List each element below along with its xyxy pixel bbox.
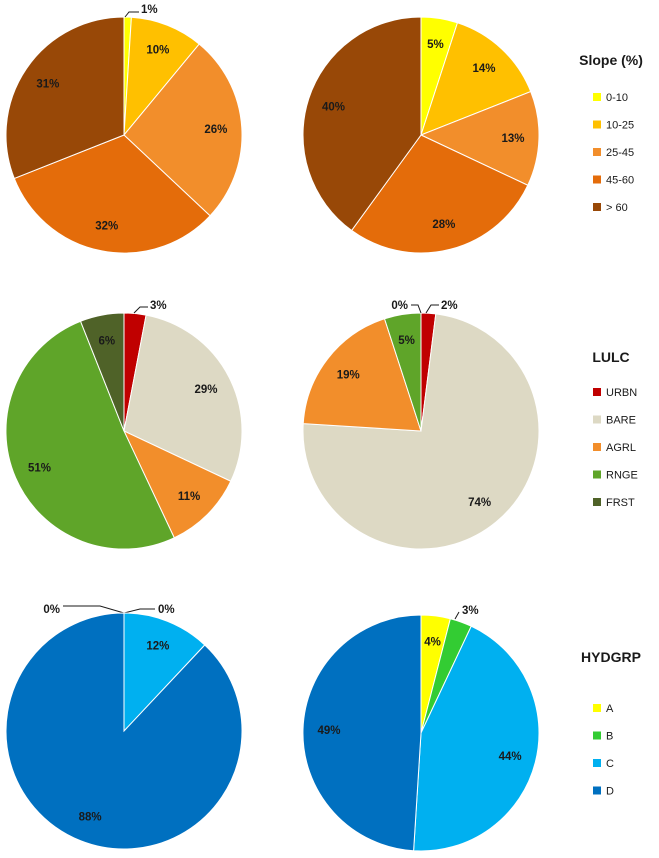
legend-swatch xyxy=(593,759,601,767)
data-label: 1% xyxy=(141,4,158,16)
legend-label: URBN xyxy=(606,387,637,399)
data-label: 26% xyxy=(204,124,227,136)
leader-line xyxy=(425,304,439,314)
pie-3: 3% 29% 11% 51% 6% xyxy=(5,300,243,550)
legend-label: 45-60 xyxy=(606,175,634,187)
legend-label: C xyxy=(606,758,614,770)
pie-4: 2% 74% 19% 5% 0% xyxy=(302,300,540,550)
data-label: 29% xyxy=(194,384,217,396)
data-label: 5% xyxy=(398,335,415,347)
pie-slice-c xyxy=(123,612,206,733)
pie-slice-2545 xyxy=(123,43,243,217)
legend-swatch xyxy=(593,203,601,211)
pie-slice-rnge xyxy=(5,320,175,550)
legend-swatch xyxy=(593,704,601,712)
data-label: 44% xyxy=(499,751,522,763)
pie-1: 1% 10% 26% 32% 31% xyxy=(5,4,243,254)
legend-label: D xyxy=(606,786,614,798)
data-label: 10% xyxy=(146,44,169,56)
data-label: 74% xyxy=(468,497,491,509)
data-label: 13% xyxy=(501,133,524,145)
pie-slice-60 xyxy=(5,16,125,180)
data-label: 4% xyxy=(424,637,441,649)
data-label: 12% xyxy=(146,640,169,652)
legend-label: 0-10 xyxy=(606,92,628,104)
pie-slice-d xyxy=(5,612,243,850)
data-label: 2% xyxy=(441,300,458,312)
legend-label: BARE xyxy=(606,415,636,427)
pie-slice-1025 xyxy=(420,22,532,136)
data-label: 14% xyxy=(472,63,495,75)
data-label: 49% xyxy=(317,725,340,737)
legend-label: B xyxy=(606,731,613,743)
pie-slice-1025 xyxy=(123,16,200,137)
pie-slice-agrl xyxy=(122,429,232,539)
legend-1: Slope (%) 0-10 10-25 25-45 45-60 > 60 xyxy=(579,52,643,214)
legend-3: HYDGRP A B C D xyxy=(581,649,641,798)
pie-slice-4560 xyxy=(350,134,529,254)
leader-line xyxy=(411,304,422,314)
pie-slice-d xyxy=(302,614,422,852)
data-label: 31% xyxy=(36,78,59,90)
legends: Slope (%) 0-10 10-25 25-45 45-60 > 60 LULC URBN… xyxy=(579,52,643,798)
data-label: 40% xyxy=(322,102,345,114)
leader-line xyxy=(124,11,139,18)
data-label: 3% xyxy=(462,605,479,617)
data-label: 51% xyxy=(28,463,51,475)
pie-6: 4% 3% 44% 49% xyxy=(302,605,540,852)
legend-2: LULC URBN BARE AGRL RNGE FRST xyxy=(592,349,637,509)
pie-5: 0% 0% 12% 88% xyxy=(5,604,243,850)
data-label: 32% xyxy=(95,220,118,232)
legend-label: A xyxy=(606,703,614,715)
pie-slice-c xyxy=(413,625,540,852)
leader-line xyxy=(133,306,148,314)
leader-line xyxy=(454,611,460,620)
legend-label: AGRL xyxy=(606,442,636,454)
data-label: 6% xyxy=(98,336,115,348)
legend-swatch xyxy=(593,415,601,424)
legend-label: > 60 xyxy=(606,202,628,214)
pie-slice-agrl xyxy=(302,318,422,432)
legend-swatch xyxy=(593,120,601,129)
data-label: 0% xyxy=(158,604,175,616)
data-label: 11% xyxy=(178,491,200,503)
legend-swatch xyxy=(593,93,601,101)
legend-swatch xyxy=(593,148,601,156)
leader-line xyxy=(63,605,125,614)
data-label: 0% xyxy=(43,604,60,616)
legend-label: 10-25 xyxy=(606,120,634,132)
legend-label: 25-45 xyxy=(606,147,634,159)
legend-title: LULC xyxy=(592,349,629,365)
legend-swatch xyxy=(593,498,601,506)
pie-slice-frst xyxy=(79,312,125,432)
data-label: 19% xyxy=(337,370,360,382)
legend-swatch xyxy=(593,175,601,184)
legend-label: RNGE xyxy=(606,470,638,482)
legend-swatch xyxy=(593,731,601,740)
data-label: 3% xyxy=(150,300,167,312)
pie-charts: 1% 10% 26% 32% 31% 5% 14% 13% 28% 40% 3% 29% 11% 51% 6… xyxy=(5,4,540,852)
legend-swatch xyxy=(593,388,601,396)
pie-slice-bare xyxy=(123,314,243,482)
leader-line xyxy=(123,608,155,614)
legend-swatch xyxy=(593,470,601,479)
pie-slice-4560 xyxy=(13,134,211,254)
legend-swatch xyxy=(593,786,601,795)
data-label: 0% xyxy=(391,300,408,312)
pie-2: 5% 14% 13% 28% 40% xyxy=(302,16,540,254)
legend-title: HYDGRP xyxy=(581,649,641,665)
legend-swatch xyxy=(593,443,601,451)
data-label: 88% xyxy=(79,812,102,824)
pie-slice-2545 xyxy=(419,90,540,186)
legend-title: Slope (%) xyxy=(579,52,643,68)
data-label: 28% xyxy=(432,219,455,231)
data-label: 5% xyxy=(427,39,444,51)
pie-slice-60 xyxy=(302,16,422,232)
legend-label: FRST xyxy=(606,497,635,509)
